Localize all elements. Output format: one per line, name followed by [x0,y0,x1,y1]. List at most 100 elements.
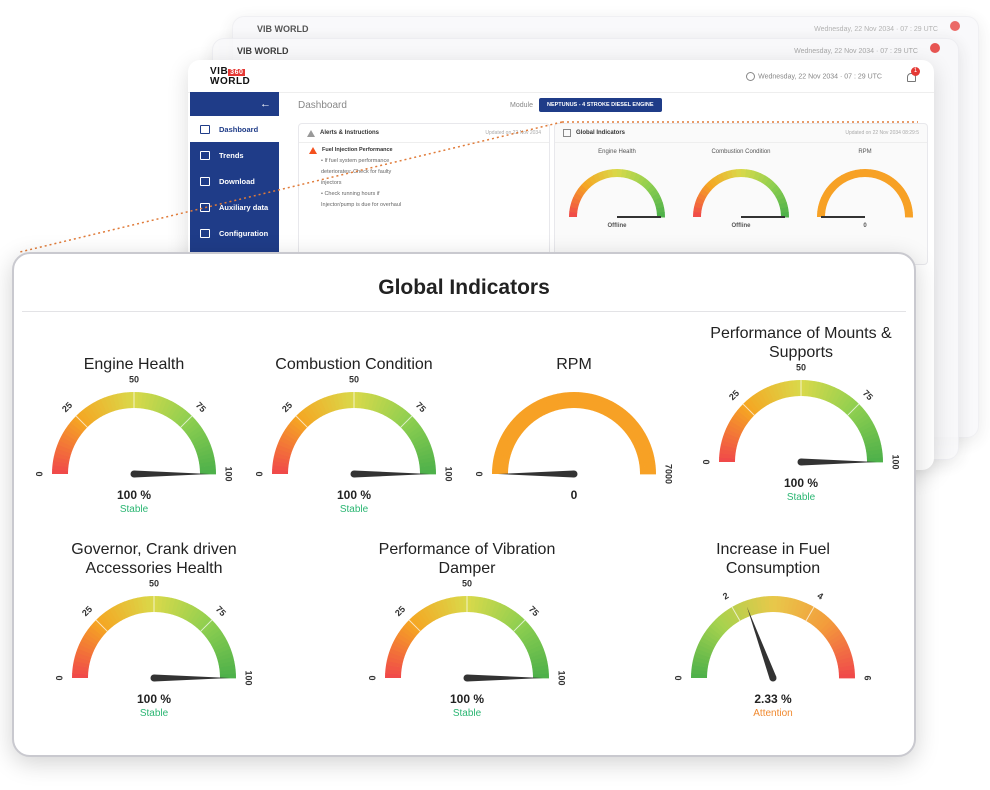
gauge-arc-segment [814,614,829,630]
gauge-value: 100 % [783,476,819,490]
gauge-arc-segment [494,448,512,457]
sidebar-item-configuration[interactable]: Configuration [190,220,279,246]
gauge-tick-mark [400,415,413,428]
gauge-arc-segment [74,652,92,661]
mini-gauge[interactable]: RPM 0 [810,149,920,229]
sidebar-item-auxiliary-data[interactable]: Auxiliary data [190,194,279,220]
mini-gauge-arc-segment [702,184,712,194]
gauge-arc-segment [719,457,736,462]
gauge-card[interactable]: Governor, Crank driven Accessories Health… [44,538,264,719]
gauge-arc-segment [862,432,880,442]
gauge-tick-label: 75 [527,604,541,618]
gauge-arc-segment [400,626,416,640]
gauge-arc-segment [743,599,753,617]
gauge-tick-mark [805,606,815,622]
module-dropdown[interactable]: NEPTUNUS - 4 STROKE DIESEL ENGINE [538,98,662,112]
gauge-arc-segment [385,664,402,672]
gauge-arc-segment [411,433,428,445]
gauge-arc-segment [76,412,91,428]
mini-gauge[interactable]: Combustion Condition Offline [686,149,796,229]
gauge-tick-label: 0 [254,471,264,476]
gauge-arc-segment [377,397,388,414]
background-screen-header: VIB WORLD Wednesday, 22 Nov 2034 · 07 : … [213,39,958,63]
gauge-arc-segment [856,417,873,430]
gauge-arc-segment [603,400,616,418]
gauge-tick-label: 100 [557,670,567,685]
gauge-needle-hub [769,674,777,682]
gauge-card[interactable]: Performance of Mounts & Supports 0 25 50 75 10… [686,322,916,503]
gauge-arc-segment [749,395,763,411]
gauge-card[interactable]: Engine Health 0 25 50 75 100 100 % Stable [34,334,234,515]
mini-gauge-arc-segment [899,193,910,202]
mini-gauge-arc-segment [877,171,885,181]
mini-gauge[interactable]: Engine Health Offline [562,149,672,229]
gauge-arc-segment [214,644,231,655]
mini-gauge-arc-segment [575,188,585,197]
gauge-needle [746,606,777,680]
gauge-tick-label: 25 [280,400,294,414]
sidebar-item-download[interactable]: Download [190,168,279,194]
gauge-arc-segment [801,380,806,397]
gauge-arc-segment [580,392,588,409]
gauge-arc-segment [637,452,655,461]
gauge-arc-segment [90,622,106,637]
gauge-tick-label: 100 [224,466,234,481]
gauge-arc-segment [105,609,119,625]
gauge-arc-segment [763,386,775,404]
gauge-arc-segment [274,448,292,457]
gauge-arc-segment [827,387,839,404]
gauge-arc-segment [718,614,732,629]
gauge-arc-segment [128,598,138,616]
gauge-arc-segment [799,603,811,620]
bell-icon[interactable]: 1 [906,67,920,82]
alert-item-title[interactable]: Fuel Injection Performance [299,143,549,154]
mini-gauge-arc-segment [629,171,637,181]
mini-gauge-arc-segment [773,188,783,198]
mini-gauge-arc-segment [775,193,786,202]
sidebar-item-trends[interactable]: Trends [190,142,279,168]
mini-gauge-arc-segment [708,177,718,188]
gauge-arc-segment [513,620,529,635]
gauge-arc-segment [632,436,650,448]
app-logo[interactable]: VIB 360 WORLD [210,66,250,86]
gauge-arc-segment [752,393,766,409]
gauge-arc-segment [199,465,216,471]
gauge-arc-segment [418,609,432,625]
gauge-arc-segment [511,617,526,632]
gauge-arc-segment [195,444,213,454]
gauge-dial: 0 25 50 75 100 [54,578,253,685]
gauge-arc-segment [144,393,152,410]
gauge-card[interactable]: RPM 0 7000 0 [474,334,674,504]
gauge-arc-segment [755,596,764,614]
gauge-tick-label: 0 [54,675,64,680]
gauge-card[interactable]: Performance of Vibration Damper 0 25 50 75 100… [354,538,580,719]
gauge-arc-segment [328,394,338,412]
gauge-title-line: Supports [768,344,834,361]
gauge-arc-segment [692,656,710,665]
gauge-card[interactable]: Combustion Condition 0 25 50 75 100 100 % Stabl… [254,334,454,515]
arrow-left-icon[interactable]: ← [260,98,271,110]
gauge-arc-segment [354,392,359,409]
mini-gauge-label: Combustion Condition [711,149,771,155]
mini-gauge-arc-segment [779,202,789,210]
gauge-arc-segment [824,626,840,640]
gauge-arc-segment [833,644,850,655]
mini-gauge-arc-segment [888,178,898,188]
gauge-arc-segment [591,394,600,412]
gauge-card[interactable]: Increase in Fuel Consumption 0 2 4 6 2.33 % Att… [664,538,882,719]
gauge-arc-segment [698,640,715,652]
gauge-arc-segment [293,415,308,430]
gauge-tick-label: 0 [34,471,44,476]
gauge-arc-segment [187,425,203,439]
gauge-tick-mark [742,403,755,416]
gauge-arc-segment [364,393,372,410]
gauge-arc-segment [529,402,542,419]
warning-icon [309,146,317,154]
gauge-arc-segment [198,456,216,465]
gauge-arc-segment [392,407,406,423]
mini-gauge-arc-segment [656,207,665,214]
gauge-arc-segment [102,611,116,627]
sidebar-item-label: Configuration [219,228,269,238]
sidebar-item-dashboard[interactable]: Dashboard [190,116,279,142]
gauge-arc-segment [487,600,497,617]
